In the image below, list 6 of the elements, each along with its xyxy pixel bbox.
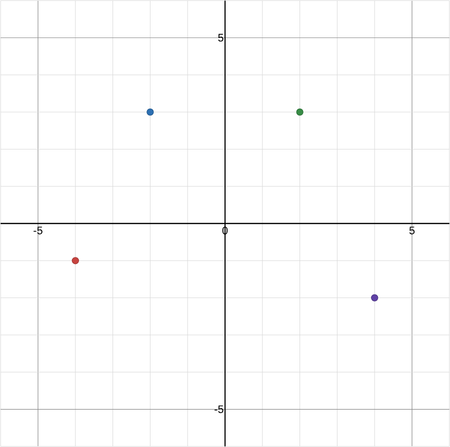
x-tick-label: 5 (409, 226, 415, 234)
x-tick-label: -5 (34, 226, 42, 234)
point (146, 108, 154, 116)
point (72, 257, 79, 264)
point (296, 108, 304, 116)
point (371, 294, 378, 302)
